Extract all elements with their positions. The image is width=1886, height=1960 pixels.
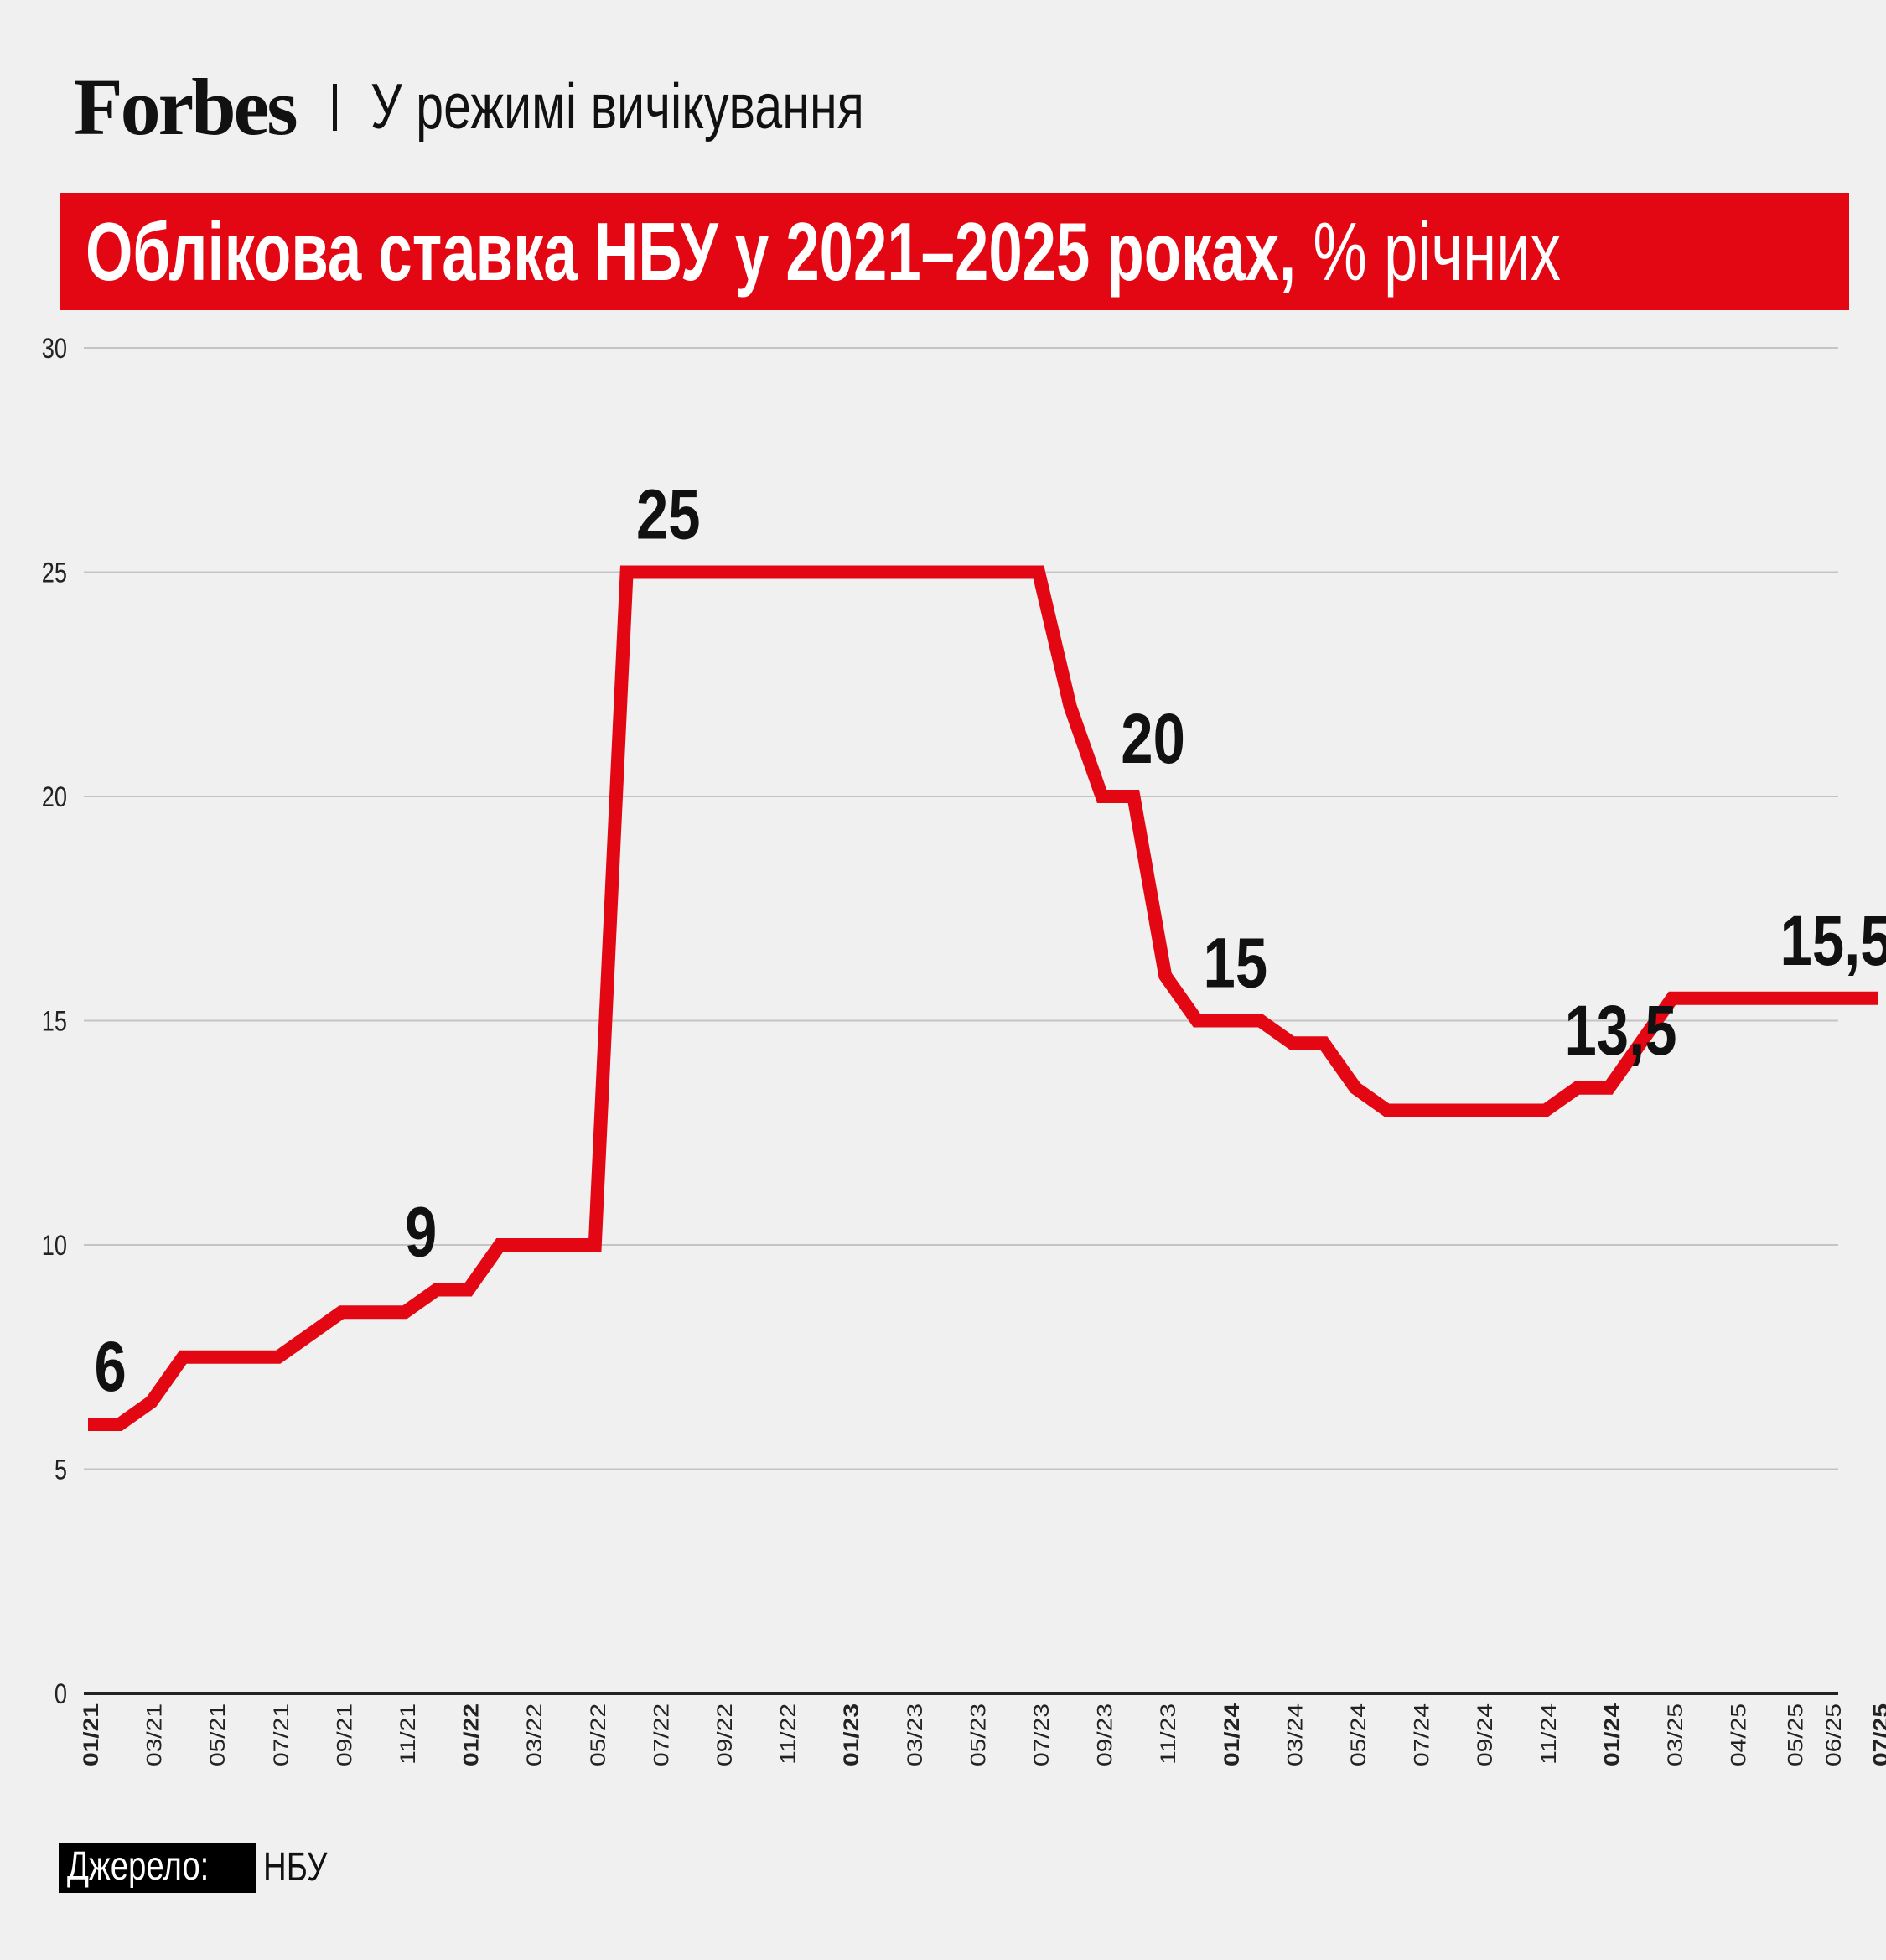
x-tick-label: 03/23 (903, 1703, 926, 1766)
x-tick-label: 05/23 (966, 1703, 990, 1766)
chart-title-unit: % річних (1296, 205, 1561, 298)
chart-title: Облікова ставка НБУ у 2021–2025 роках, %… (85, 210, 1561, 293)
axis-layer: 0 5 10 15 20 25 30 01/21 03/21 05/21 07/21 09/21 11/… (42, 332, 1886, 1766)
chart-title-bold: Облікова ставка НБУ у 2021–2025 роках, (85, 205, 1297, 298)
x-tick-label: 05/22 (586, 1703, 609, 1766)
x-tick-label: 09/23 (1093, 1703, 1117, 1766)
x-tick-label: 11/22 (776, 1703, 800, 1765)
x-tick-label: 11/21 (396, 1703, 420, 1765)
x-tick-label: 03/24 (1283, 1703, 1307, 1766)
x-tick-label: 01/21 (80, 1703, 103, 1766)
x-tick-label: 01/23 (840, 1703, 863, 1766)
data-label: 9 (405, 1193, 437, 1272)
grid-layer (84, 347, 1838, 1695)
forbes-logo: Forbes (74, 62, 298, 152)
x-tick-label: 01/22 (459, 1703, 483, 1766)
x-tick-label: 07/23 (1030, 1703, 1054, 1766)
x-tick-label: 07/22 (650, 1703, 673, 1766)
source-note: Джерело: НБУ (59, 1843, 343, 1893)
x-tick-label: 09/24 (1474, 1703, 1497, 1766)
x-tick-label: 07/24 (1410, 1703, 1433, 1766)
y-tick-label: 25 (42, 557, 67, 589)
data-label: 13,5 (1564, 991, 1676, 1070)
source-value: НБУ (262, 1845, 328, 1890)
x-tick-label: 01/24 (1600, 1703, 1624, 1766)
y-tick-label: 30 (42, 332, 67, 365)
y-tick-label: 15 (42, 1005, 67, 1038)
x-tick-label: 03/25 (1664, 1703, 1687, 1766)
label-layer: 6 9 25 20 15 13,5 15,5 (95, 475, 1886, 1407)
y-tick-label: 10 (42, 1229, 67, 1262)
rate-series-line-0 (88, 565, 1878, 1431)
header-divider (332, 84, 337, 131)
x-tick-label: 03/21 (142, 1703, 166, 1766)
data-label: 6 (95, 1328, 127, 1407)
data-label: 15,5 (1780, 901, 1886, 980)
x-tick-label: 07/25 (1869, 1703, 1886, 1766)
y-tick-label: 5 (54, 1454, 67, 1486)
y-tick-label: 0 (54, 1677, 67, 1710)
data-label: 25 (636, 475, 701, 554)
article-subtitle: У режимі вичікування (370, 71, 864, 143)
x-tick-label: 03/22 (523, 1703, 547, 1766)
y-tick-label: 20 (42, 780, 67, 813)
header: Forbes У режимі вичікування (74, 65, 1003, 149)
line-layer (88, 565, 1878, 1431)
data-label: 15 (1204, 924, 1268, 1003)
x-tick-label: 06/25 (1822, 1703, 1846, 1766)
x-tick-label: 05/21 (206, 1703, 230, 1766)
x-tick-label: 11/23 (1157, 1703, 1180, 1765)
x-tick-label: 09/22 (713, 1703, 737, 1766)
x-tick-label: 05/24 (1347, 1703, 1370, 1766)
x-tick-label: 07/21 (269, 1703, 293, 1766)
data-label: 20 (1121, 700, 1185, 779)
chart-title-bar: Облікова ставка НБУ у 2021–2025 роках, %… (60, 193, 1849, 310)
x-tick-label: 09/21 (333, 1703, 356, 1766)
x-tick-label: 05/25 (1784, 1703, 1807, 1766)
source-label: Джерело: (59, 1843, 256, 1893)
x-tick-label: 04/25 (1727, 1703, 1750, 1766)
x-tick-label: 11/24 (1536, 1703, 1560, 1765)
x-tick-label: 01/24 (1220, 1703, 1243, 1766)
